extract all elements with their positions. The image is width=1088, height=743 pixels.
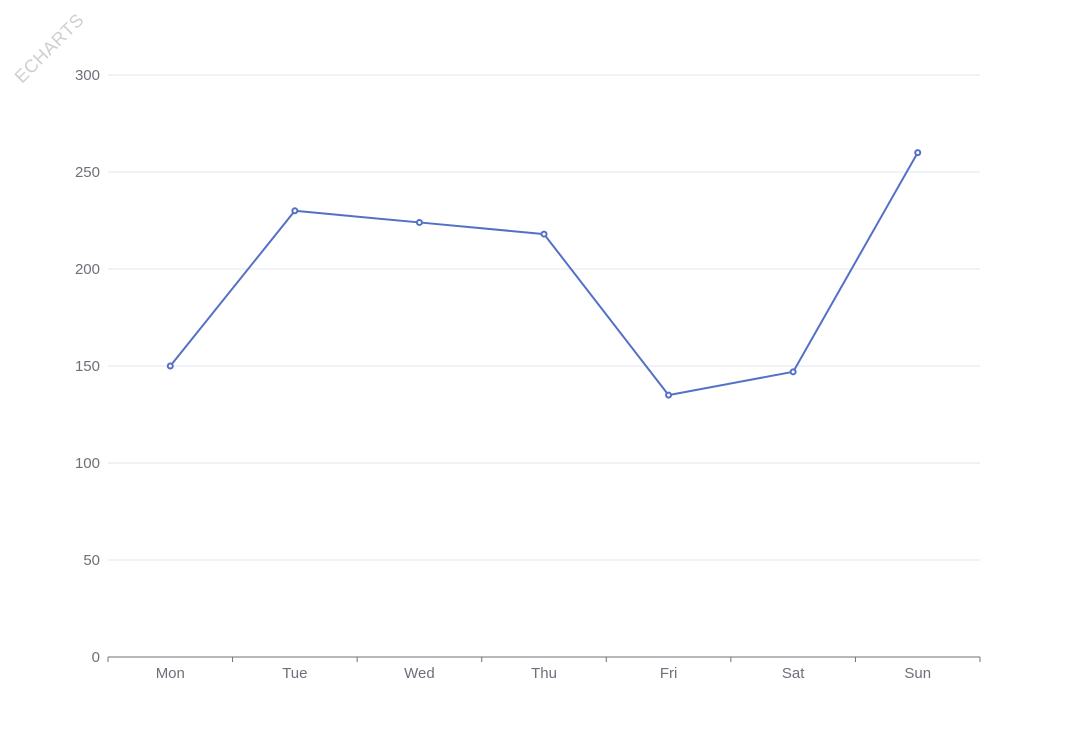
data-point — [415, 218, 423, 226]
y-tick-label: 300 — [75, 67, 100, 84]
axis-layer — [107, 656, 981, 662]
y-tick-label: 150 — [75, 358, 100, 375]
y-tick-label: 50 — [83, 552, 100, 569]
x-tick-label: Wed — [404, 665, 435, 682]
x-tick-label: Tue — [282, 665, 307, 682]
label-layer: 0 50 100 150 200 250 300 Mon Tue Wed Thu Fri Sat Sun — [75, 67, 931, 682]
data-point — [291, 207, 299, 215]
grid-layer — [108, 74, 980, 561]
x-tick-label: Sun — [904, 665, 931, 682]
y-tick-label: 0 — [92, 649, 100, 666]
x-tick-label: Thu — [531, 665, 557, 682]
x-tick-label: Fri — [660, 665, 678, 682]
x-tick-label: Mon — [156, 665, 185, 682]
data-point — [789, 368, 797, 376]
data-point — [540, 230, 548, 238]
y-tick-label: 200 — [75, 261, 100, 278]
data-point — [914, 149, 922, 157]
data-point — [665, 391, 673, 399]
data-point — [166, 362, 174, 370]
y-tick-label: 100 — [75, 455, 100, 472]
series-line — [169, 151, 919, 397]
series-layer — [166, 149, 922, 399]
y-tick-label: 250 — [75, 164, 100, 181]
x-tick-label: Sat — [782, 665, 805, 682]
